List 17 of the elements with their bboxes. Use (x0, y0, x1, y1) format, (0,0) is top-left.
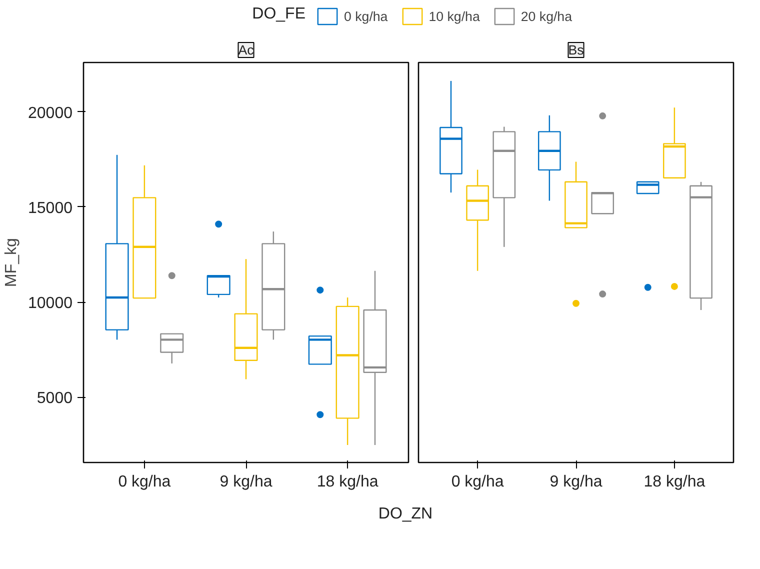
y-axis-title: MF_kg (3, 238, 20, 287)
x-tick-label: 18 kg/ha (316, 474, 378, 490)
y-tick-label: 20000 (28, 104, 73, 122)
x-axis-title: DO_ZN (378, 506, 433, 522)
legend-title: DO_FE (252, 6, 306, 22)
y-tick-label: 5000 (36, 390, 73, 408)
y-tick-label: 10000 (28, 295, 73, 312)
y-tick-label: 15000 (28, 200, 73, 217)
x-tick-label: 0 kg/ha (118, 474, 171, 490)
x-tick-label: 0 kg/ha (451, 474, 504, 490)
legend-label: 0 kg/ha (344, 8, 388, 24)
x-tick-label: 9 kg/ha (550, 474, 602, 490)
legend-label: 20 kg/ha (520, 8, 572, 24)
x-tick-label: 9 kg/ha (220, 474, 272, 490)
x-tick-label: 18 kg/ha (644, 474, 706, 490)
legend-label: 10 kg/ha (428, 8, 480, 24)
chart-title: Bs (568, 42, 584, 58)
